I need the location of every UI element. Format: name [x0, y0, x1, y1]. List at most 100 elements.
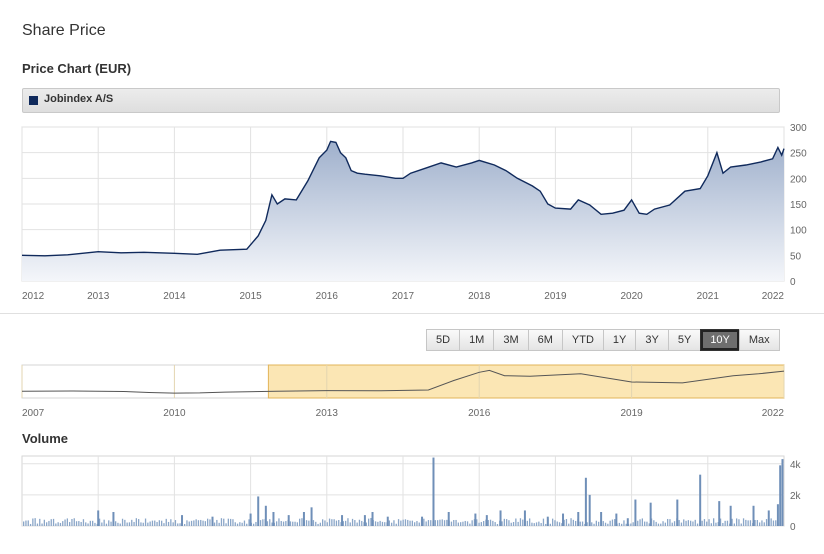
range-button-1m[interactable]: 1M	[459, 329, 495, 351]
volume-bar	[135, 518, 137, 526]
volume-bar	[432, 457, 435, 526]
volume-bar	[202, 520, 204, 526]
volume-bar	[381, 521, 384, 526]
range-button-3m[interactable]: 3M	[493, 329, 529, 351]
volume-bar	[499, 510, 502, 526]
range-button-1y[interactable]: 1Y	[602, 329, 637, 351]
volume-bar	[749, 520, 752, 526]
volume-bar	[494, 522, 496, 526]
volume-bar	[540, 523, 542, 526]
range-button-max[interactable]: Max	[738, 329, 780, 351]
volume-bar	[554, 520, 556, 526]
volume-bar	[759, 522, 761, 526]
navigator-tick-label: 2007	[22, 408, 45, 419]
volume-bar	[371, 512, 374, 526]
volume-bar	[119, 523, 121, 526]
volume-bar	[272, 512, 275, 526]
volume-bar	[234, 522, 236, 526]
volume-bar	[667, 518, 669, 526]
volume-bar	[680, 522, 683, 526]
volume-bar	[167, 521, 170, 526]
volume-bar	[694, 519, 696, 526]
volume-bar	[179, 523, 181, 526]
volume-bar	[632, 522, 634, 526]
chart-subtitle: Price Chart (EUR)	[22, 61, 132, 76]
volume-bar	[756, 520, 758, 526]
price-area	[22, 141, 784, 281]
volume-bar	[342, 521, 344, 526]
x-tick-label: 2014	[163, 291, 186, 302]
range-button-10y[interactable]: 10Y	[700, 329, 740, 351]
volume-bar	[446, 519, 448, 526]
volume-bar	[572, 519, 574, 526]
volume-bar	[565, 519, 568, 526]
volume-bar	[188, 521, 190, 526]
volume-bar	[193, 520, 195, 526]
volume-bar	[515, 518, 517, 526]
page-title: Share Price	[22, 22, 106, 39]
volume-y-tick-label: 0	[790, 522, 796, 533]
volume-bar	[218, 522, 220, 526]
volume-bar	[696, 523, 699, 526]
volume-bar	[545, 523, 547, 526]
volume-bar	[687, 520, 689, 526]
volume-bar	[140, 522, 142, 526]
volume-bar	[363, 515, 366, 526]
navigator-selection[interactable]	[267, 364, 785, 399]
volume-bar	[404, 519, 407, 526]
volume-bar	[328, 518, 331, 526]
volume-bar	[775, 520, 777, 526]
volume-bar	[752, 505, 755, 526]
volume-bar	[236, 523, 239, 526]
volume-bar	[147, 522, 149, 526]
volume-bar	[439, 519, 441, 526]
volume-bar	[87, 523, 89, 526]
price-chart[interactable]: 0 50 100 150 200 250 300 2012 2013 2014 2015 2016 20…	[0, 120, 824, 308]
range-button-5d[interactable]: 5D	[426, 329, 461, 351]
volume-bar	[586, 522, 588, 526]
range-button-3y[interactable]: 3Y	[635, 329, 669, 351]
volume-bar	[690, 520, 692, 526]
volume-bar	[718, 501, 721, 526]
volume-bar	[588, 494, 591, 526]
volume-bar	[197, 520, 200, 526]
volume-bar	[101, 522, 103, 526]
volume-bar	[227, 518, 229, 526]
volume-bar	[365, 522, 367, 526]
volume-bar	[80, 521, 82, 526]
volume-bar	[301, 518, 303, 526]
legend-bar[interactable]: Jobindex A/S	[22, 88, 780, 113]
range-button-ytd[interactable]: YTD	[561, 329, 604, 351]
volume-bar	[745, 519, 747, 526]
volume-bar	[416, 521, 418, 526]
range-button-6m[interactable]: 6M	[527, 329, 563, 351]
volume-bar	[503, 518, 505, 526]
volume-y-tick-label: 2k	[790, 491, 802, 502]
y-tick-label: 100	[790, 226, 807, 237]
volume-bar	[255, 521, 257, 526]
volume-bar	[326, 522, 328, 526]
volume-bar	[89, 520, 91, 526]
volume-bar	[575, 520, 577, 526]
y-tick-label: 250	[790, 149, 807, 160]
volume-bar	[98, 518, 101, 526]
volume-bar	[282, 521, 285, 526]
range-button-5y[interactable]: 5Y	[667, 329, 702, 351]
volume-bar	[64, 519, 66, 526]
volume-bar	[27, 520, 29, 526]
volume-bar	[299, 518, 301, 526]
volume-bar	[653, 520, 655, 526]
volume-bar	[78, 521, 80, 526]
volume-bar	[558, 522, 561, 526]
volume-bar	[546, 516, 549, 526]
navigator-chart[interactable]: 2007 2010 2013 2016 2019 2022	[0, 360, 824, 422]
volume-bar	[195, 519, 197, 526]
volume-bar	[657, 523, 660, 526]
legend-label: Jobindex A/S	[44, 93, 114, 105]
volume-bar	[457, 522, 459, 526]
volume-bar	[678, 520, 680, 526]
volume-bar	[501, 521, 503, 526]
price-series-line[interactable]	[21, 140, 785, 257]
volume-bar	[579, 521, 581, 526]
volume-bar	[172, 522, 174, 526]
